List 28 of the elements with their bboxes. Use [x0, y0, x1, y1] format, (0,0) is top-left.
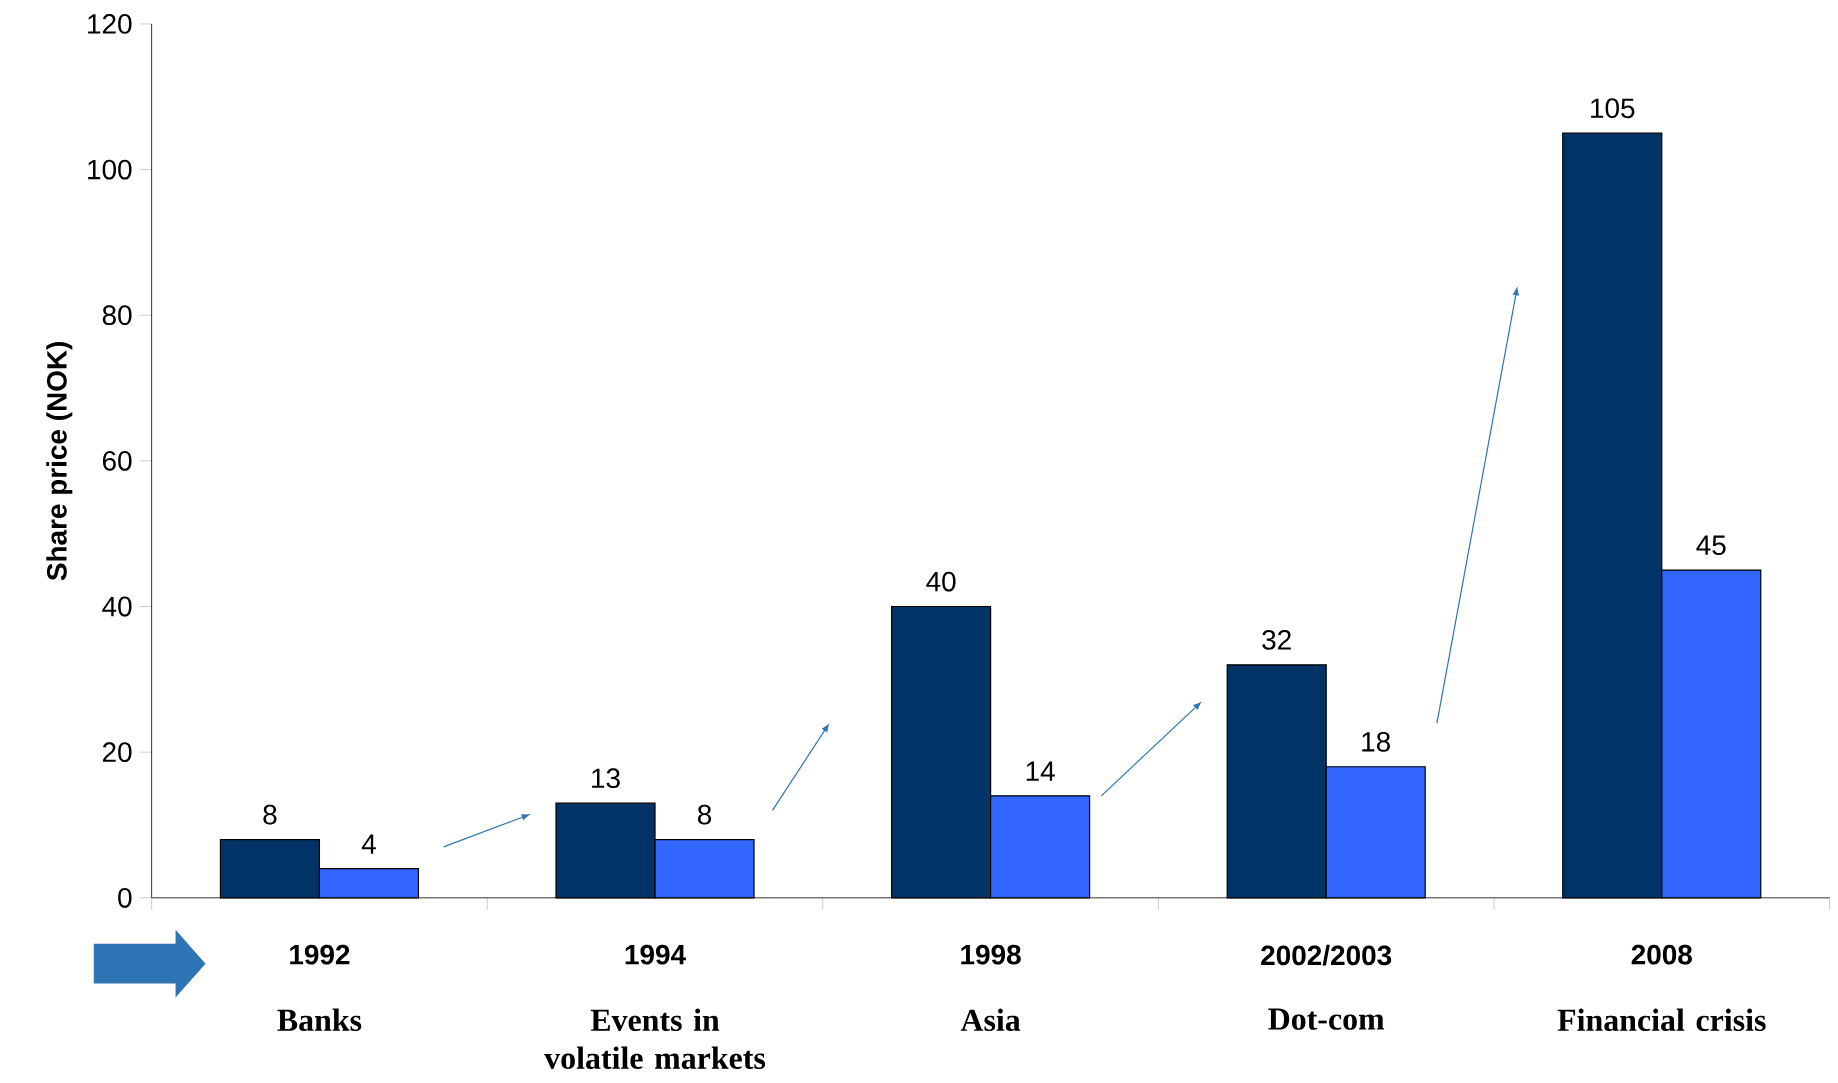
x-tick-label: 1998: [961, 944, 1021, 965]
y-tick-label: 120: [88, 13, 132, 34]
y-tick-label: 20: [102, 742, 132, 762]
y-tick-label: 80: [102, 305, 132, 325]
x-tick-label: 2008: [1631, 944, 1692, 965]
y-tick-label: 60: [102, 450, 132, 471]
text: Events in volatile markets: [544, 1008, 766, 1069]
text: Asia: [960, 1008, 1021, 1031]
x-tick-label: 1994: [625, 944, 686, 965]
data-label: 8: [263, 804, 277, 825]
x-tick-label: 2002/2003: [1261, 944, 1392, 966]
y-tick-label: 0: [118, 887, 132, 908]
data-label: 45: [1696, 535, 1726, 555]
y-axis-title: Share price (NOK): [46, 341, 73, 581]
y-tick-label: 100: [88, 159, 132, 180]
data-label: 32: [1262, 629, 1291, 650]
data-label: 4: [361, 834, 376, 854]
text: Banks: [277, 1008, 362, 1031]
y-tick-label: 40: [102, 596, 132, 617]
data-label: 18: [1362, 731, 1391, 752]
data-label: 40: [926, 571, 956, 592]
data-label: 13: [592, 768, 620, 788]
data-label: 14: [1026, 761, 1055, 781]
text: Financial crisis: [1557, 1008, 1766, 1031]
text: Dot-com: [1268, 1008, 1385, 1030]
data-label: 105: [1591, 98, 1635, 118]
x-tick-label: 1992: [290, 944, 350, 965]
data-label: 8: [697, 804, 712, 825]
